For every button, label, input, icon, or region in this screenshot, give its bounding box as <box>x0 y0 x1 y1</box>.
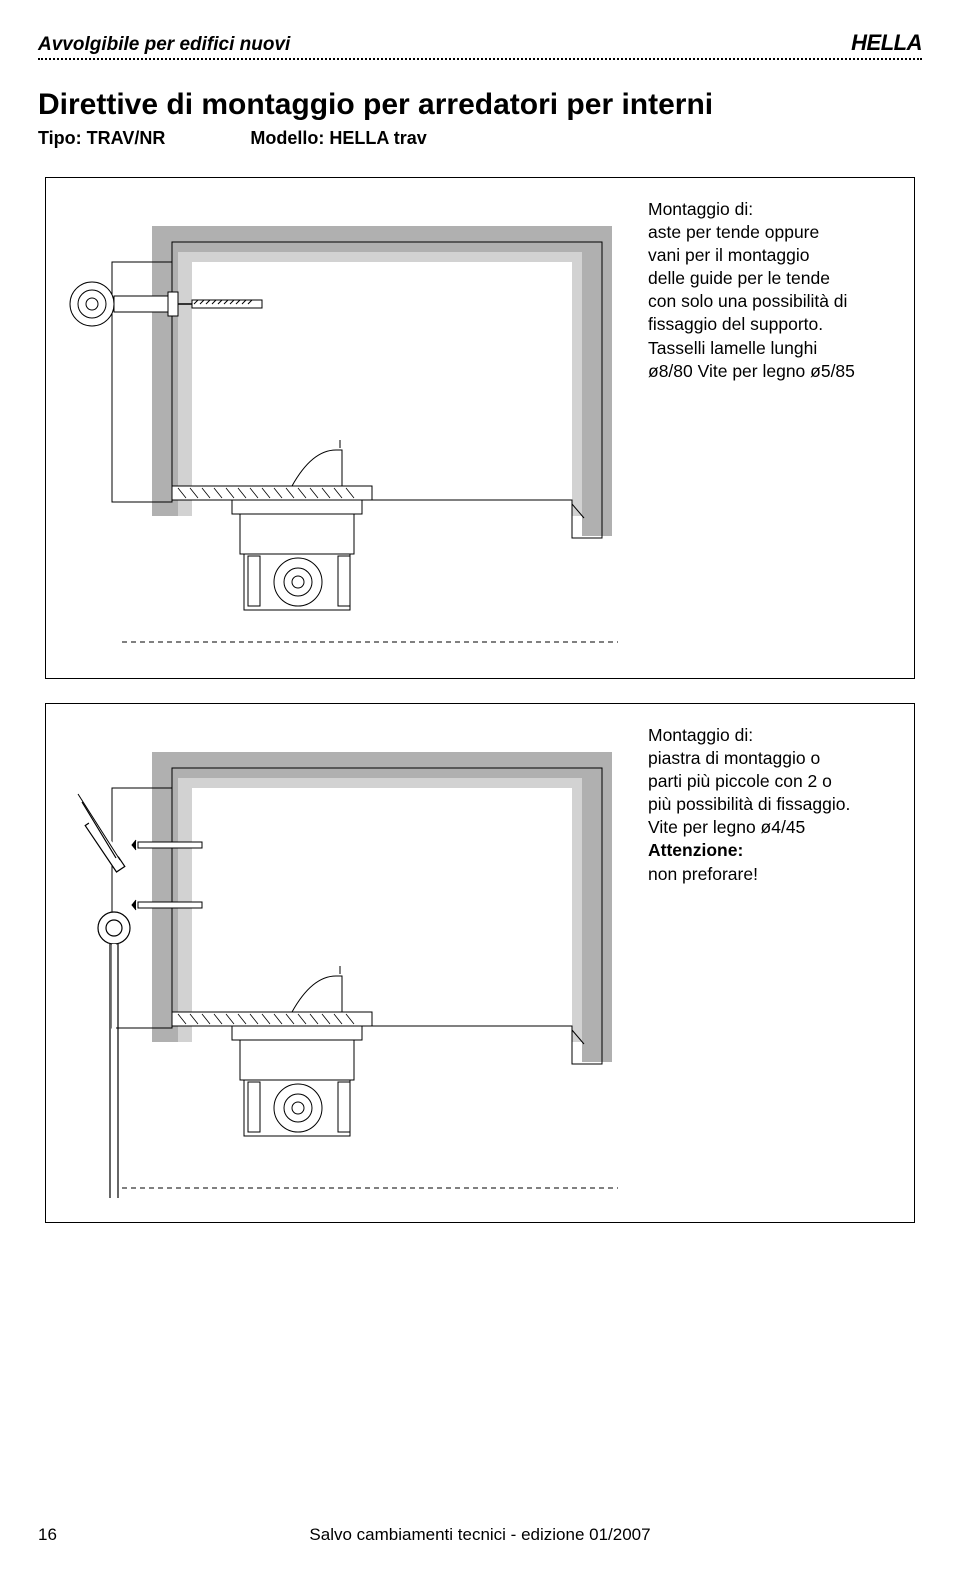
fig1-line3: delle guide per le tende <box>648 267 908 290</box>
fig1-line0: Montaggio di: <box>648 198 908 221</box>
page-title: Direttive di montaggio per arredatori pe… <box>38 88 922 122</box>
fig2-line1: piastra di montaggio o <box>648 747 908 770</box>
modello-value: HELLA trav <box>329 128 426 148</box>
fig1-line7: ø8/80 Vite per legno ø5/85 <box>648 360 908 383</box>
fig2-line2: parti più piccole con 2 o <box>648 770 908 793</box>
fig1-line2: vani per il montaggio <box>648 244 908 267</box>
header-rule <box>38 58 922 60</box>
figure-1-diagram <box>62 196 622 656</box>
subtitle-row: Tipo: TRAV/NR Modello: HELLA trav <box>38 128 922 149</box>
fig1-line5: fissaggio del supporto. <box>648 313 908 336</box>
brand-logo: HELLA <box>851 30 922 56</box>
tipo-label: Tipo: <box>38 128 82 148</box>
tipo-value: TRAV/NR <box>87 128 166 148</box>
footer-text: Salvo cambiamenti tecnici - edizione 01/… <box>309 1525 650 1545</box>
fig2-line6: non preforare! <box>648 863 908 886</box>
fig2-line3: più possibilità di fissaggio. <box>648 793 908 816</box>
figure-2-diagram <box>62 722 622 1202</box>
fig2-line0: Montaggio di: <box>648 724 908 747</box>
tipo-field: Tipo: TRAV/NR <box>38 128 170 148</box>
figure-2-caption: Montaggio di: piastra di montaggio o par… <box>648 724 908 886</box>
modello-label: Modello: <box>250 128 324 148</box>
figure-1-frame: Montaggio di: aste per tende oppure vani… <box>45 177 915 679</box>
header-category: Avvolgibile per edifici nuovi <box>38 34 290 56</box>
fig1-line6: Tasselli lamelle lunghi <box>648 337 908 360</box>
figure-2-frame: Montaggio di: piastra di montaggio o par… <box>45 703 915 1223</box>
modello-field: Modello: HELLA trav <box>250 128 426 148</box>
page-footer: 16 Salvo cambiamenti tecnici - edizione … <box>38 1525 922 1545</box>
page-number: 16 <box>38 1525 57 1545</box>
fig2-line5: Attenzione: <box>648 839 908 862</box>
fig1-line4: con solo una possibilità di <box>648 290 908 313</box>
page-header: Avvolgibile per edifici nuovi HELLA <box>38 30 922 56</box>
fig1-line1: aste per tende oppure <box>648 221 908 244</box>
figure-1-caption: Montaggio di: aste per tende oppure vani… <box>648 198 908 383</box>
fig2-line4: Vite per legno ø4/45 <box>648 816 908 839</box>
footer-spacer <box>917 1525 922 1545</box>
